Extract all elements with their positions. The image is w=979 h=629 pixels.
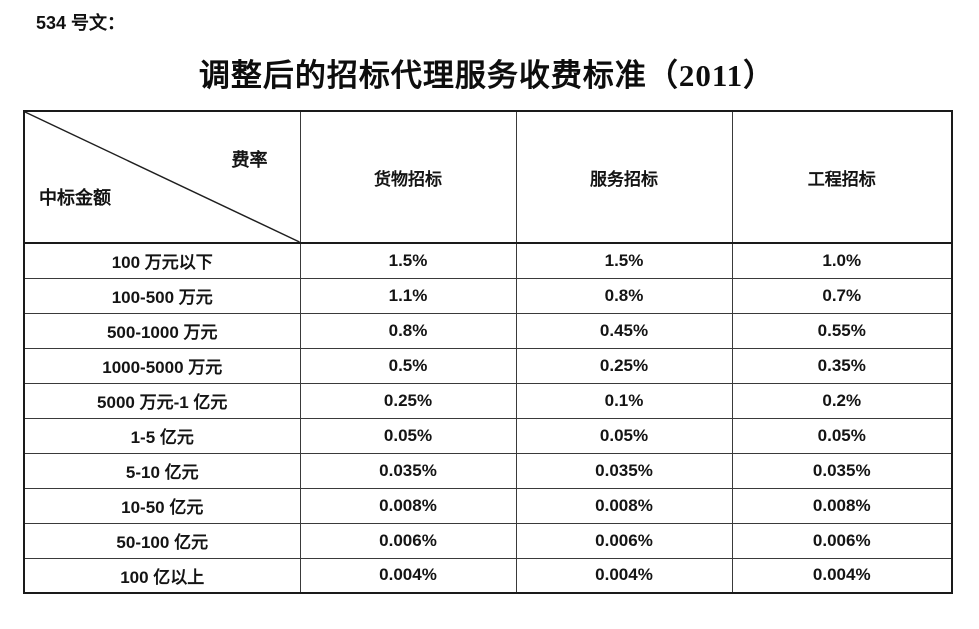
table-row: 500-1000 万元 0.8% 0.45% 0.55% <box>23 312 953 349</box>
fee-value: 0.006% <box>515 522 733 559</box>
fee-value: 0.006% <box>731 522 953 559</box>
row-label: 100 万元以下 <box>23 242 301 279</box>
fee-standard-table: 费率 中标金额 货物招标 服务招标 工程招标 100 万元以下 1.5% 1.5… <box>23 110 953 594</box>
table-row: 5-10 亿元 0.035% 0.035% 0.035% <box>23 452 953 489</box>
fee-value: 0.035% <box>731 452 953 489</box>
table-row: 5000 万元-1 亿元 0.25% 0.1% 0.2% <box>23 382 953 419</box>
table-row: 100-500 万元 1.1% 0.8% 0.7% <box>23 277 953 314</box>
fee-value: 0.008% <box>515 487 733 524</box>
fee-value: 0.25% <box>299 382 517 419</box>
fee-value: 0.035% <box>299 452 517 489</box>
fee-value: 0.8% <box>299 312 517 349</box>
fee-value: 0.006% <box>299 522 517 559</box>
fee-value: 0.004% <box>515 557 733 594</box>
fee-value: 0.035% <box>515 452 733 489</box>
fee-value: 1.5% <box>515 242 733 279</box>
fee-value: 0.7% <box>731 277 953 314</box>
row-label: 10-50 亿元 <box>23 487 301 524</box>
page-title: 调整后的招标代理服务收费标准（2011） <box>198 58 776 93</box>
fee-value: 0.1% <box>515 382 733 419</box>
table-row: 100 万元以下 1.5% 1.5% 1.0% <box>23 242 953 279</box>
row-label: 50-100 亿元 <box>23 522 301 559</box>
column-header-goods: 货物招标 <box>299 110 517 244</box>
header-row: 费率 中标金额 货物招标 服务招标 工程招标 <box>23 110 953 244</box>
row-label: 1-5 亿元 <box>23 417 301 454</box>
fee-value: 1.0% <box>731 242 953 279</box>
fee-value: 0.008% <box>299 487 517 524</box>
corner-header-cell: 费率 中标金额 <box>23 110 301 244</box>
column-header-engineering: 工程招标 <box>731 110 953 244</box>
row-label: 5000 万元-1 亿元 <box>23 382 301 419</box>
fee-value: 0.2% <box>731 382 953 419</box>
table-row: 1-5 亿元 0.05% 0.05% 0.05% <box>23 417 953 454</box>
fee-value: 1.5% <box>299 242 517 279</box>
fee-value: 0.004% <box>731 557 953 594</box>
fee-value: 0.05% <box>299 417 517 454</box>
diagonal-divider-line <box>25 112 300 242</box>
fee-value: 0.35% <box>731 347 953 384</box>
corner-label-amount: 中标金额 <box>39 188 111 208</box>
fee-value: 0.55% <box>731 312 953 349</box>
row-label: 1000-5000 万元 <box>23 347 301 384</box>
row-label: 100 亿以上 <box>23 557 301 594</box>
row-label: 5-10 亿元 <box>23 452 301 489</box>
fee-value: 0.05% <box>731 417 953 454</box>
doc-number-label: 534 号文： <box>36 13 126 33</box>
table-row: 100 亿以上 0.004% 0.004% 0.004% <box>23 557 953 594</box>
row-label: 100-500 万元 <box>23 277 301 314</box>
fee-value: 1.1% <box>299 277 517 314</box>
fee-value: 0.8% <box>515 277 733 314</box>
fee-value: 0.004% <box>299 557 517 594</box>
corner-label-rate: 费率 <box>231 150 268 170</box>
fee-value: 0.45% <box>515 312 733 349</box>
row-label: 500-1000 万元 <box>23 312 301 349</box>
table-row: 1000-5000 万元 0.5% 0.25% 0.35% <box>23 347 953 384</box>
column-header-service: 服务招标 <box>515 110 733 244</box>
fee-value: 0.008% <box>731 487 953 524</box>
fee-value: 0.05% <box>515 417 733 454</box>
table-row: 10-50 亿元 0.008% 0.008% 0.008% <box>23 487 953 524</box>
fee-value: 0.5% <box>299 347 517 384</box>
table-row: 50-100 亿元 0.006% 0.006% 0.006% <box>23 522 953 559</box>
fee-value: 0.25% <box>515 347 733 384</box>
